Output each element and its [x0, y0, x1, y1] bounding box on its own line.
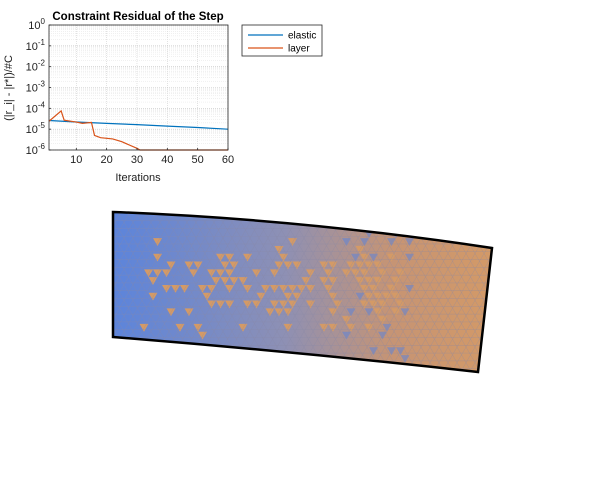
mesh-edge [113, 212, 144, 372]
legend-box [241, 24, 323, 57]
x-tick-labels: 10 20 30 40 50 60 [70, 148, 234, 166]
mesh-edge [113, 212, 180, 372]
mesh-edge [113, 212, 189, 372]
mesh-edge [0, 205, 80, 380]
mesh-edge [0, 205, 17, 380]
mesh-edge [0, 205, 17, 380]
mesh-edge [0, 205, 89, 380]
mesh-edge [0, 205, 26, 380]
legend-label-layer: layer [288, 44, 310, 55]
mesh-edge [0, 205, 71, 380]
y-tick-label: 10-6 [26, 142, 46, 157]
mesh-cell [382, 370, 392, 372]
plot-area [49, 25, 228, 150]
mesh-edge [0, 205, 44, 380]
mesh-edge [284, 212, 387, 372]
mesh-edge [0, 205, 89, 380]
mesh-edge [519, 205, 600, 380]
x-tick-label: 40 [161, 154, 173, 166]
mesh-cell [369, 222, 378, 231]
mesh-edge [419, 212, 492, 372]
mesh-edge [113, 212, 117, 372]
mesh-edge [113, 212, 126, 372]
x-tick-label: 20 [101, 154, 113, 166]
mesh-edge [113, 212, 153, 372]
mesh-edge [473, 212, 492, 372]
mesh-edge [491, 212, 492, 372]
legend-label-elastic: elastic [288, 31, 316, 42]
chart-title: Constraint Residual of the Step [52, 11, 223, 23]
mesh-edge [0, 205, 62, 380]
mesh-edge [113, 212, 117, 372]
mesh-edge [0, 205, 8, 380]
x-tick-label: 10 [70, 154, 82, 166]
x-tick-label: 50 [192, 154, 204, 166]
y-tick-label: 10-1 [26, 38, 46, 53]
mesh-edge [446, 212, 492, 372]
mesh-edge [0, 205, 35, 380]
mesh-edge [510, 205, 600, 380]
mesh-edge [482, 212, 492, 372]
mesh-edge [113, 212, 135, 372]
mesh-outline [111, 210, 494, 374]
mesh-edge [0, 205, 80, 380]
mesh-edge [0, 205, 62, 380]
mesh-cell [378, 362, 387, 371]
mesh-edge [455, 212, 492, 372]
mesh-edge [6, 205, 107, 380]
mesh-edge [0, 205, 71, 380]
y-axis-label: (|r_i| - |r*|)/#C [3, 55, 15, 121]
mesh-edge [501, 205, 600, 380]
mesh-cell [364, 214, 374, 223]
mesh-edge [0, 205, 53, 380]
mesh-edge [0, 205, 8, 380]
mesh-edge [0, 205, 26, 380]
mesh-edge [0, 205, 53, 380]
mesh-edge [113, 212, 162, 372]
mesh-edge [113, 212, 198, 372]
x-axis-label: Iterations [115, 172, 161, 184]
mesh-cell [373, 214, 383, 223]
legend: elastic layer [241, 24, 323, 57]
mesh-edge [113, 212, 171, 372]
mesh-edge [510, 205, 600, 380]
mesh-edge [6, 205, 107, 380]
y-tick-label: 10-3 [26, 80, 46, 95]
mesh-edge [275, 212, 378, 372]
mesh-edge [491, 212, 492, 372]
y-tick-labels: 10-6 10-5 10-4 10-3 10-2 10-1 100 [26, 17, 51, 157]
x-tick-label: 30 [131, 154, 143, 166]
mesh-edge [501, 205, 600, 380]
mesh-edge [0, 205, 98, 380]
mesh-edge [0, 205, 35, 380]
mesh-edge [482, 212, 492, 372]
x-tick-label: 60 [222, 154, 234, 166]
mesh-cell [355, 214, 365, 223]
y-tick-label: 10-4 [26, 100, 46, 115]
mesh-edge [473, 212, 492, 372]
mesh-edge [0, 205, 98, 380]
y-tick-label: 10-5 [26, 121, 46, 136]
residual-chart: 10 20 30 40 50 60 10-6 10-5 10-4 10-3 10-2 10-1 100… [3, 11, 323, 184]
y-tick-label: 100 [28, 17, 45, 32]
mesh-edge [410, 212, 492, 372]
y-tick-label: 10-2 [26, 59, 46, 74]
mesh-cell [378, 222, 387, 231]
mesh-edge [428, 212, 492, 372]
mesh-edge [113, 212, 126, 372]
mesh-edge [519, 205, 600, 380]
mesh-edge [293, 212, 396, 372]
mesh-edge [0, 205, 44, 380]
